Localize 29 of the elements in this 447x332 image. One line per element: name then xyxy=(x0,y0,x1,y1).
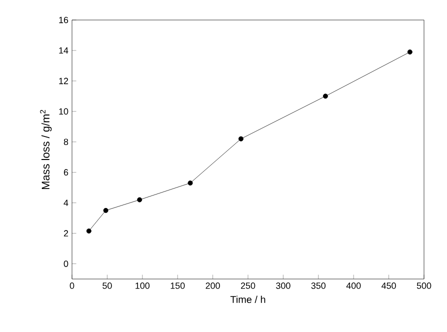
x-tick-label: 150 xyxy=(170,282,185,289)
x-tick-label: 350 xyxy=(311,282,326,289)
y-tick-label: 14 xyxy=(59,47,68,54)
y-tick-label: 4 xyxy=(64,200,68,206)
point xyxy=(137,197,142,202)
point xyxy=(407,50,412,54)
x-tick-label: 100 xyxy=(136,282,150,289)
point xyxy=(322,94,328,99)
x-tick-label: 250 xyxy=(240,282,256,289)
y-tick-label: 12 xyxy=(59,78,68,84)
x-tick-label: 200 xyxy=(206,282,220,289)
x-tick-label: 300 xyxy=(276,282,290,289)
point xyxy=(238,136,244,142)
x-tick-label: 50 xyxy=(102,282,112,289)
y-axis-title: Mass loss / g/m$^{2}$ xyxy=(40,110,52,190)
x-tick-label: 450 xyxy=(382,282,396,289)
x-tick-label: 0 xyxy=(70,282,74,289)
y-tick-label: 8 xyxy=(64,138,68,146)
y-tick-label: 10 xyxy=(59,108,68,115)
y-tick-label: 2 xyxy=(64,230,68,236)
y-tick-label: 16 xyxy=(59,16,68,24)
x-tick-label: 500 xyxy=(416,282,432,289)
y-tick-label: 6 xyxy=(64,169,68,176)
y-tick-label: 0 xyxy=(64,260,68,267)
x-axis-title: Time / h xyxy=(230,296,266,304)
point xyxy=(188,180,193,186)
point xyxy=(103,208,108,213)
point xyxy=(86,228,92,234)
x-tick-label: 400 xyxy=(346,282,361,289)
